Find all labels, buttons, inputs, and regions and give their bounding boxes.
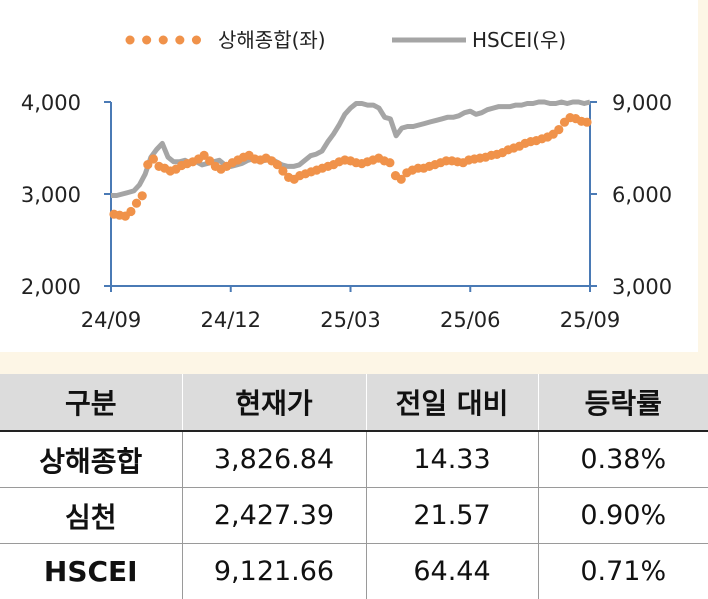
header-rate: 등락률	[538, 374, 708, 431]
row-change: 14.33	[366, 431, 538, 488]
divider-band	[0, 352, 708, 374]
row-price: 2,427.39	[182, 488, 366, 544]
quote-table: 구분 현재가 전일 대비 등락률 상해종합 3,826.84 14.33 0.3…	[0, 374, 708, 599]
x-tick-label: 24/09	[81, 308, 142, 332]
line-chart: 상해종합(좌) HSCEI(우) 4,000 3,000 2,000 9,000 6,0…	[0, 0, 698, 352]
chart-panel: 상해종합(좌) HSCEI(우) 4,000 3,000 2,000 9,000 6,0…	[0, 0, 708, 352]
row-price: 3,826.84	[182, 431, 366, 488]
row-change: 64.44	[366, 544, 538, 599]
shanghai-point	[132, 199, 141, 208]
shanghai-point	[138, 191, 147, 200]
header-price: 현재가	[182, 374, 366, 431]
x-tick-label: 25/06	[440, 308, 501, 332]
shanghai-point	[149, 154, 158, 163]
header-change: 전일 대비	[366, 374, 538, 431]
y-right-tick-label: 6,000	[612, 183, 672, 207]
y-left-tick-label: 3,000	[21, 183, 81, 207]
x-tick-label: 25/09	[560, 308, 621, 332]
table-row: HSCEI 9,121.66 64.44 0.71%	[0, 544, 708, 599]
y-right-tick-label: 3,000	[612, 275, 672, 299]
row-change: 21.57	[366, 488, 538, 544]
row-price: 9,121.66	[182, 544, 366, 599]
y-left-tick-label: 2,000	[21, 275, 81, 299]
legend-label-hscei: HSCEI(우)	[472, 28, 566, 52]
shanghai-point	[126, 207, 135, 216]
chart-legend: 상해종합(좌) HSCEI(우)	[130, 28, 566, 52]
y-right-tick-label: 9,000	[612, 91, 672, 115]
row-rate: 0.71%	[538, 544, 708, 599]
table-row: 심천 2,427.39 21.57 0.90%	[0, 488, 708, 544]
header-category: 구분	[0, 374, 182, 431]
series-shanghai	[109, 113, 591, 221]
row-rate: 0.38%	[538, 431, 708, 488]
shanghai-point	[385, 158, 394, 167]
row-name: 심천	[0, 488, 182, 544]
y-left-tick-label: 4,000	[21, 91, 81, 115]
x-tick-label: 25/03	[320, 308, 381, 332]
table-row: 상해종합 3,826.84 14.33 0.38%	[0, 431, 708, 488]
table-header-row: 구분 현재가 전일 대비 등락률	[0, 374, 708, 431]
shanghai-point	[554, 125, 563, 134]
row-name: 상해종합	[0, 431, 182, 488]
legend-label-shanghai: 상해종합(좌)	[218, 28, 326, 52]
row-name: HSCEI	[0, 544, 182, 599]
row-rate: 0.90%	[538, 488, 708, 544]
x-tick-label: 24/12	[200, 308, 261, 332]
shanghai-point	[582, 118, 591, 127]
